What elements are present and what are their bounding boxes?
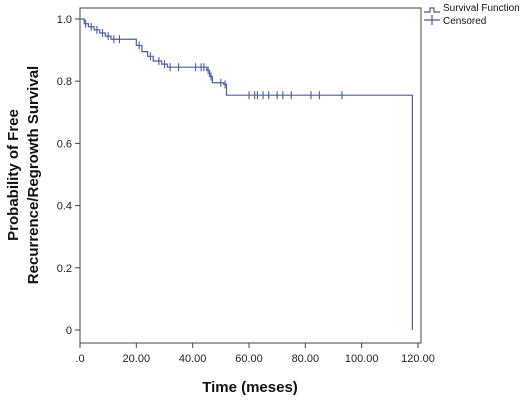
x-tick-label: 100.00 bbox=[345, 353, 379, 365]
x-tick-label: 60.00 bbox=[235, 353, 263, 365]
series-layer bbox=[80, 18, 413, 330]
x-tick-label: 40.00 bbox=[179, 353, 207, 365]
y-axis-title-line-1: Probability of Free bbox=[5, 109, 22, 241]
x-tick-label: .0 bbox=[75, 353, 84, 365]
x-axis-title: Time (meses) bbox=[202, 379, 298, 396]
y-axis-ticks: 0 0.2 0.4 0.6 0.8 1.0 bbox=[57, 14, 80, 337]
legend: Survival Function Censored bbox=[424, 3, 520, 27]
x-tick-label: 120.00 bbox=[401, 353, 435, 365]
x-axis-ticks: .0 20.00 40.00 60.00 80.00 100.00 120.00 bbox=[75, 343, 435, 365]
y-axis-title-line-2: Recurrence/Regrowth Survival bbox=[25, 66, 42, 284]
survival-function-line bbox=[80, 18, 413, 330]
x-tick-label: 80.00 bbox=[292, 353, 320, 365]
legend-label-survival-function: Survival Function bbox=[443, 3, 520, 14]
x-tick-label: 20.00 bbox=[123, 353, 151, 365]
legend-survival-function-icon bbox=[424, 7, 440, 13]
y-tick-label: 0 bbox=[66, 325, 72, 337]
censored-marks bbox=[85, 19, 343, 100]
y-tick-label: 0.4 bbox=[57, 201, 72, 213]
legend-censored-icon bbox=[424, 15, 440, 25]
y-tick-label: 0.2 bbox=[57, 263, 72, 275]
plot-area-frame bbox=[79, 7, 422, 344]
y-tick-label: 0.8 bbox=[57, 76, 72, 88]
y-tick-label: 1.0 bbox=[57, 14, 72, 26]
legend-label-censored: Censored bbox=[443, 16, 486, 27]
y-tick-label: 0.6 bbox=[57, 138, 72, 150]
